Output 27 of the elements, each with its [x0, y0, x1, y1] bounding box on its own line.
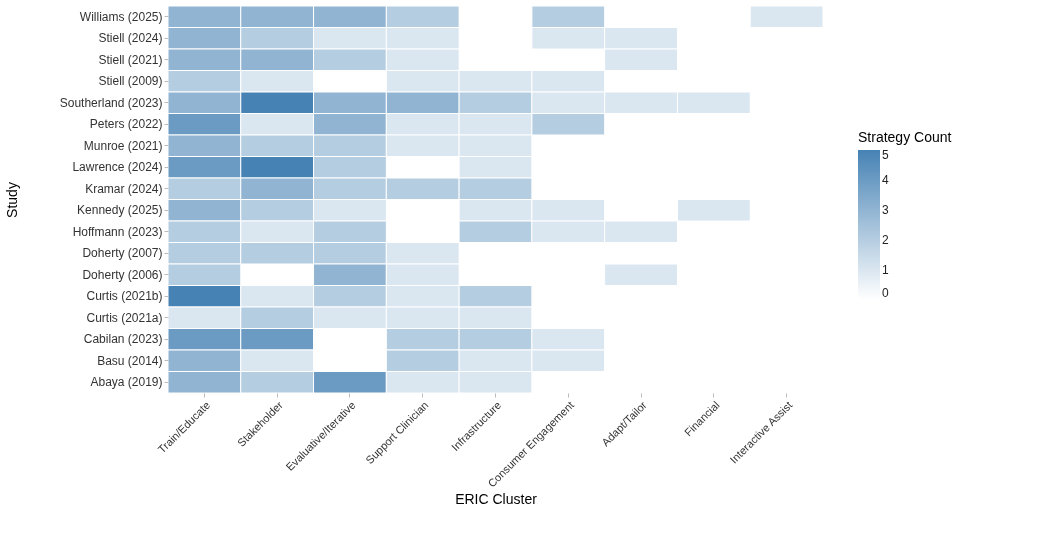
color-bar-label: 2	[882, 233, 889, 247]
y-tick-label: Curtis (2021b)	[86, 289, 163, 304]
y-tick-label: Munroe (2021)	[83, 138, 163, 153]
y-tick-label: Doherty (2007)	[82, 246, 163, 261]
y-tick-label: Curtis (2021a)	[86, 310, 163, 325]
y-axis-title: Study	[3, 182, 20, 218]
y-tick-label: Stiell (2009)	[98, 74, 163, 89]
color-bar-label: 4	[882, 173, 889, 187]
y-tick-label: Hoffmann (2023)	[72, 224, 163, 239]
y-tick-label: Basu (2014)	[97, 353, 163, 368]
x-axis-title: ERIC Cluster	[455, 491, 538, 508]
color-bar-label: 0	[882, 286, 889, 300]
color-bar-title: Strategy Count	[858, 129, 952, 145]
color-bar-label: 5	[882, 148, 889, 162]
y-tick-label: Williams (2025)	[79, 9, 163, 24]
y-tick-label: Southerland (2023)	[59, 95, 163, 110]
y-tick-label: Lawrence (2024)	[72, 160, 163, 175]
y-tick-label: Doherty (2006)	[82, 267, 163, 282]
y-tick-label: Abaya (2019)	[90, 375, 163, 390]
y-tick-label: Peters (2022)	[89, 117, 163, 132]
y-tick-label: Kramar (2024)	[85, 181, 163, 196]
color-bar-label: 3	[882, 203, 889, 217]
y-tick-label: Stiell (2024)	[98, 31, 163, 46]
y-tick-label: Cabilan (2023)	[83, 332, 163, 347]
y-tick-label: Stiell (2021)	[98, 52, 163, 67]
y-tick-label: Kennedy (2025)	[77, 203, 163, 218]
color-bar-label: 1	[882, 263, 889, 277]
